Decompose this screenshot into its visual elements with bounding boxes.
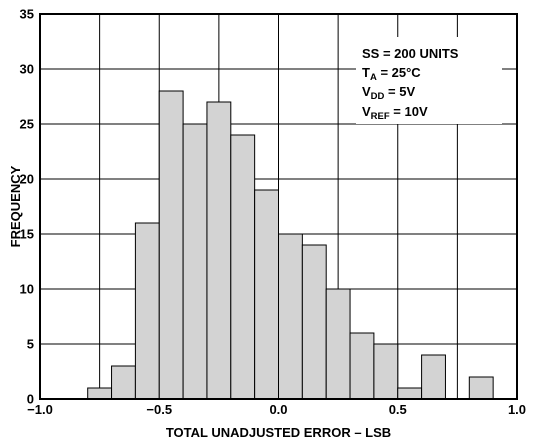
histogram-bar: [468, 376, 494, 400]
y-tick-label: 30: [20, 62, 34, 77]
y-tick-label: 15: [20, 227, 34, 242]
y-tick-label: 35: [20, 7, 34, 22]
histogram-bar: [134, 222, 160, 400]
annotation-background: [356, 37, 502, 124]
plot-frame: [39, 13, 518, 400]
histogram-bar: [230, 134, 256, 400]
x-tick-label: −0.5: [146, 402, 172, 417]
histogram-bar: [349, 332, 375, 400]
y-tick-label: 25: [20, 117, 34, 132]
annotation-vref: VREF = 10V: [362, 104, 428, 122]
annotation-sample-size: SS = 200 UNITS: [362, 46, 459, 61]
x-tick-label: 1.0: [508, 402, 526, 417]
y-axis-label: FREQUENCY: [8, 165, 23, 247]
y-tick-label: 0: [27, 392, 34, 407]
histogram-bar: [301, 244, 327, 400]
histogram-bar: [158, 90, 184, 400]
x-tick-label: −1.0: [27, 402, 53, 417]
y-tick-label: 20: [20, 172, 34, 187]
histogram-bar: [373, 343, 399, 400]
annotation-ta: TA = 25°C: [362, 65, 421, 83]
y-tick-label: 5: [27, 337, 34, 352]
y-tick-label: 10: [20, 282, 34, 297]
histogram-bar: [111, 365, 136, 400]
annotation-vdd: VDD = 5V: [362, 84, 415, 102]
tick-layer: 0 5 10 15 20 25 30 35 −1.0 −0.5 0.0 0.5 1.0: [20, 7, 527, 418]
histogram-bar: [87, 387, 113, 400]
histogram-bar: [325, 288, 351, 400]
histogram-bar: [206, 101, 232, 400]
bar-layer: [87, 90, 494, 400]
x-tick-label: 0.5: [389, 402, 407, 417]
histogram-bar: [397, 387, 423, 400]
histogram-bar: [182, 123, 208, 400]
x-axis-label: TOTAL UNADJUSTED ERROR – LSB: [166, 425, 391, 440]
histogram-bar: [421, 354, 446, 400]
x-tick-label: 0.0: [269, 402, 287, 417]
histogram-bar: [278, 233, 303, 400]
histogram-bar: [254, 189, 279, 400]
